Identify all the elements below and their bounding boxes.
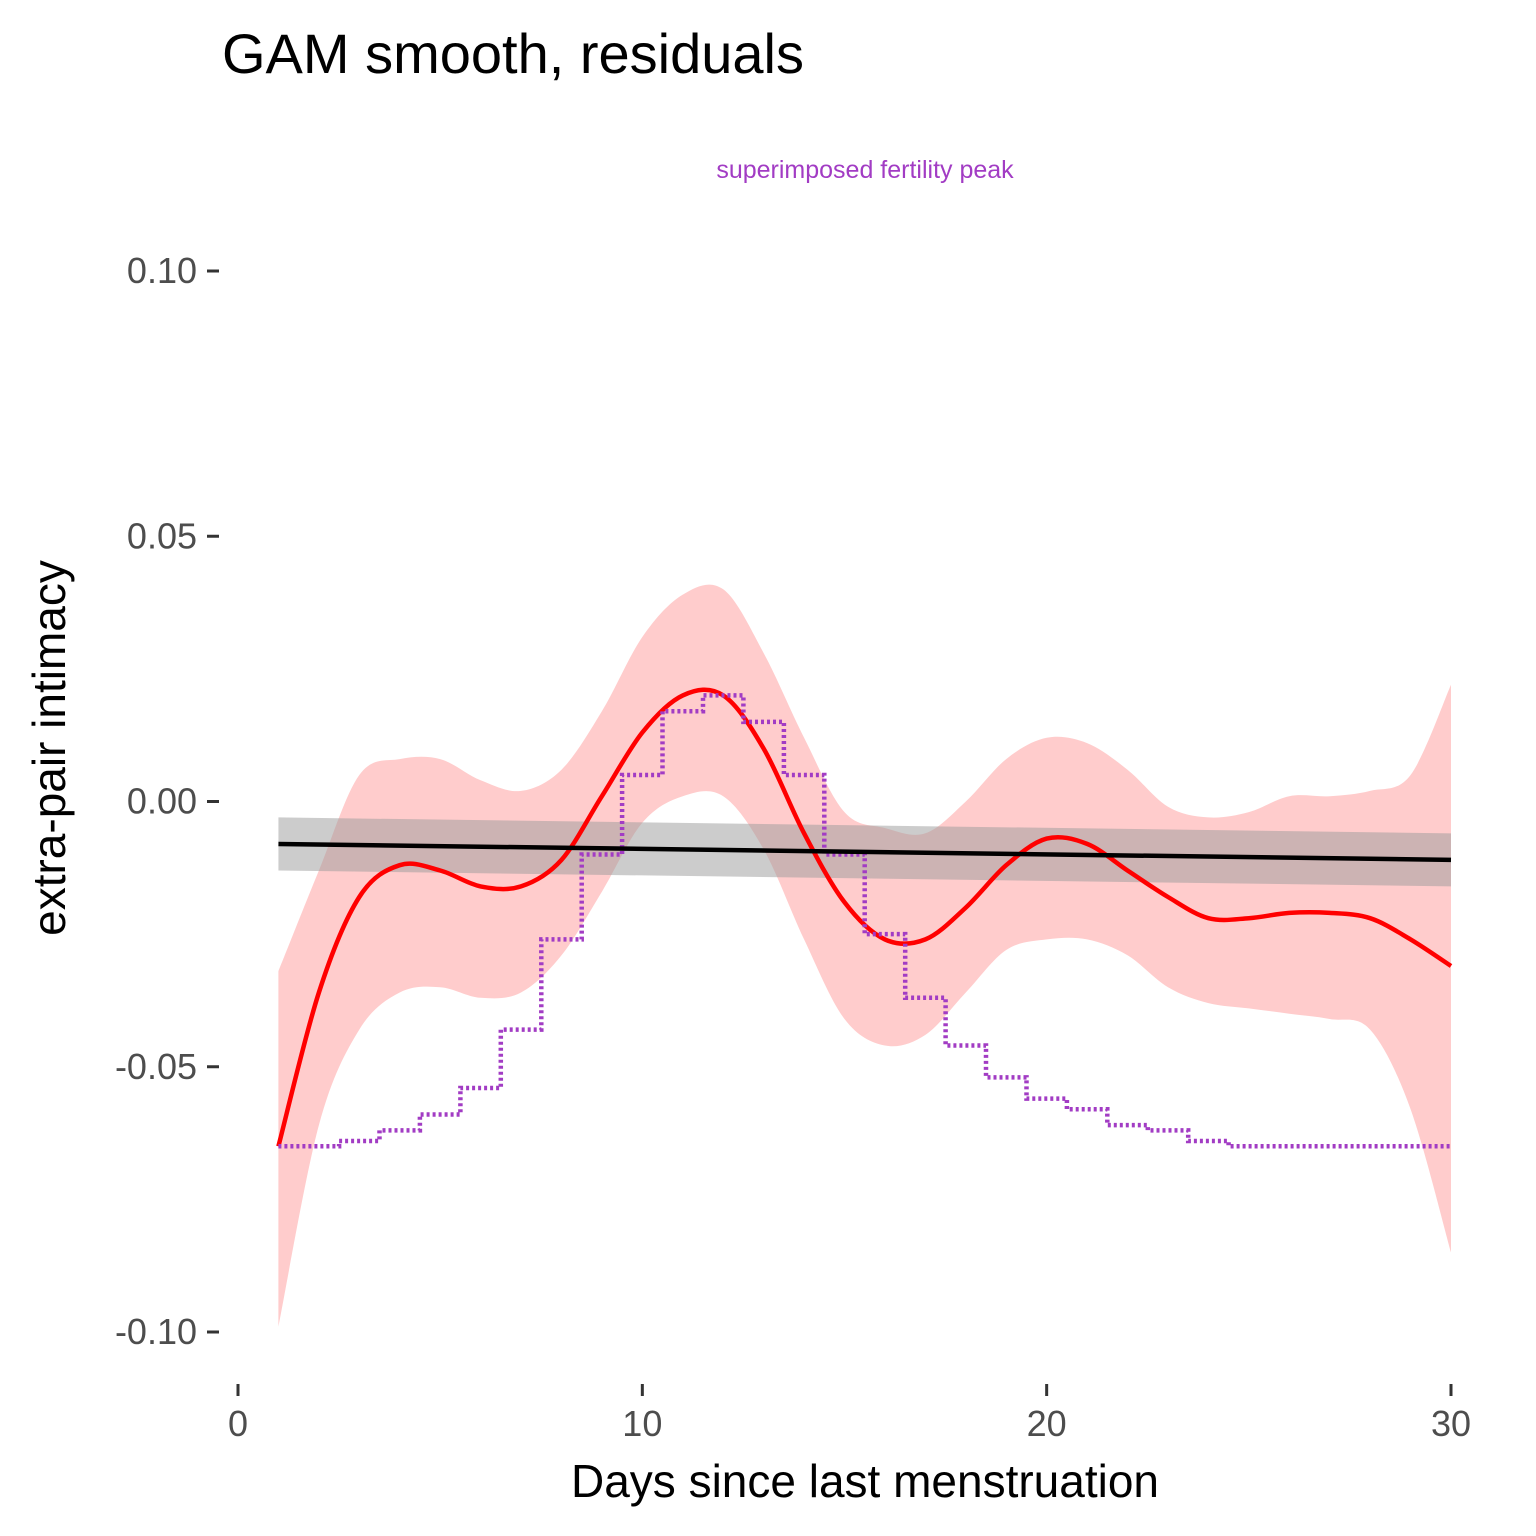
x-axis: 0 10 20 30	[228, 1384, 1471, 1444]
fertility-peak-line	[278, 693, 1451, 1149]
chart-title: GAM smooth, residuals	[222, 22, 804, 85]
y-tick-label: -0.10	[115, 1311, 197, 1352]
linear-fit-line	[278, 841, 1452, 863]
x-axis-title: Days since last menstruation	[571, 1455, 1159, 1507]
x-tick-label: 30	[1431, 1403, 1471, 1444]
y-tick-label: 0.05	[127, 515, 197, 556]
y-axis: -0.10 -0.05 0.00 0.05 0.10	[115, 250, 219, 1352]
y-tick-label: -0.05	[115, 1046, 197, 1087]
x-tick-label: 10	[622, 1403, 662, 1444]
fertility-annotation: superimposed fertility peak	[716, 156, 1014, 184]
gam-confidence-band	[278, 584, 1451, 1327]
y-tick-label: 0.10	[127, 250, 197, 291]
x-tick-label: 20	[1027, 1403, 1067, 1444]
y-tick-label: 0.00	[127, 781, 197, 822]
gam-smooth-line	[276, 687, 1453, 1147]
x-tick-label: 0	[228, 1403, 248, 1444]
plot-area	[276, 584, 1453, 1327]
y-axis-title: extra-pair intimacy	[23, 560, 75, 936]
